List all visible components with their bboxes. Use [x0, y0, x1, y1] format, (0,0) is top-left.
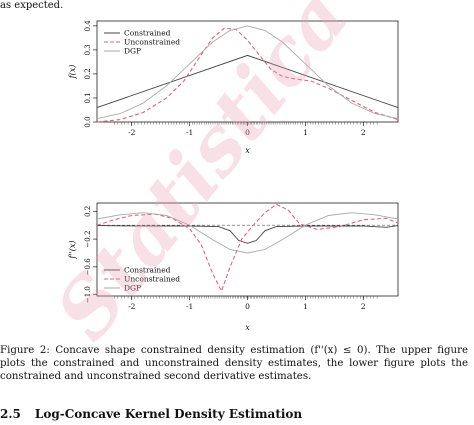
chart2-x-tick-label: -2: [128, 302, 136, 311]
chart1-series-dgp-line: [96, 25, 399, 120]
chart1-x-tick-label: -2: [128, 128, 136, 137]
chart1-y-tick-label: 0.1: [84, 92, 92, 103]
chart2-x-tick-label: -1: [186, 302, 193, 311]
chart2-x-axis-label: x: [245, 323, 250, 332]
chart2-y-tick-label: −1.0: [84, 286, 92, 303]
chart1-x-tick-label: 2: [361, 128, 366, 137]
chart2-legend-label-unconstrained: Unconstrained: [124, 275, 180, 284]
chart1-series-unconstrained-line: [96, 27, 399, 123]
chart1-series-constrained-line: [96, 54, 399, 109]
chart1-y-tick-label: 0.2: [84, 68, 92, 79]
chart1-x-tick-label: -1: [186, 128, 193, 137]
chart2-y-tick-label: −0.2: [84, 231, 92, 248]
chart2-x-tick-label: 1: [303, 302, 308, 311]
chart1-x-tick-label: 0: [245, 128, 250, 137]
chart2-series-dgp-line: [96, 212, 399, 254]
chart2-series-unconstrained-line: [96, 203, 399, 293]
chart2-y-tick-label: 0.2: [84, 206, 92, 217]
chart1-y-axis-label: f(x): [68, 65, 77, 80]
chart1-x-axis-label: x: [245, 146, 250, 155]
section-number: 2.5: [0, 407, 21, 421]
caption-text: Concave shape constrained density estima…: [0, 345, 468, 382]
second-derivative-chart: -2 -1 0 1 2 0.2 −0.2 −0.6 −1.0 x f''(x) Constrained…: [68, 202, 399, 332]
section-title: Log-Concave Kernel Density Estimation: [34, 407, 303, 421]
chart1-legend-label-dgp: DGP: [124, 47, 141, 56]
chart2-x-tick-label: 2: [361, 302, 366, 311]
chart1-legend-label-unconstrained: Unconstrained: [124, 38, 180, 47]
chart2-x-tick-label: 0: [245, 302, 250, 311]
chart1-y-tick-label: 0.4: [84, 20, 92, 32]
chart2-series-constrained-line: [96, 225, 399, 244]
chart1-y-tick-label: 0.0: [84, 116, 92, 127]
section-heading: 2.5 Log-Concave Kernel Density Estimation: [0, 407, 302, 421]
density-chart: -2 -1 0 1 2 0.0 0.1 0.2 0.3 0.4 x f(x) ConstrainedUn…: [68, 20, 399, 155]
chart2-y-axis-label: f''(x): [68, 240, 77, 259]
chart2-legend-label-constrained: Constrained: [124, 266, 171, 275]
chart2-y-tick-label: −0.6: [84, 258, 92, 276]
caption-label: Figure 2:: [0, 345, 50, 356]
chart1-legend-label-constrained: Constrained: [124, 29, 171, 38]
chart2-legend-label-dgp: DGP: [124, 284, 141, 293]
chart1-y-tick-label: 0.3: [84, 44, 92, 55]
figure-caption: Figure 2: Concave shape constrained dens…: [0, 344, 468, 383]
intro-text: as expected.: [0, 0, 64, 11]
chart1-x-tick-label: 1: [303, 128, 308, 137]
